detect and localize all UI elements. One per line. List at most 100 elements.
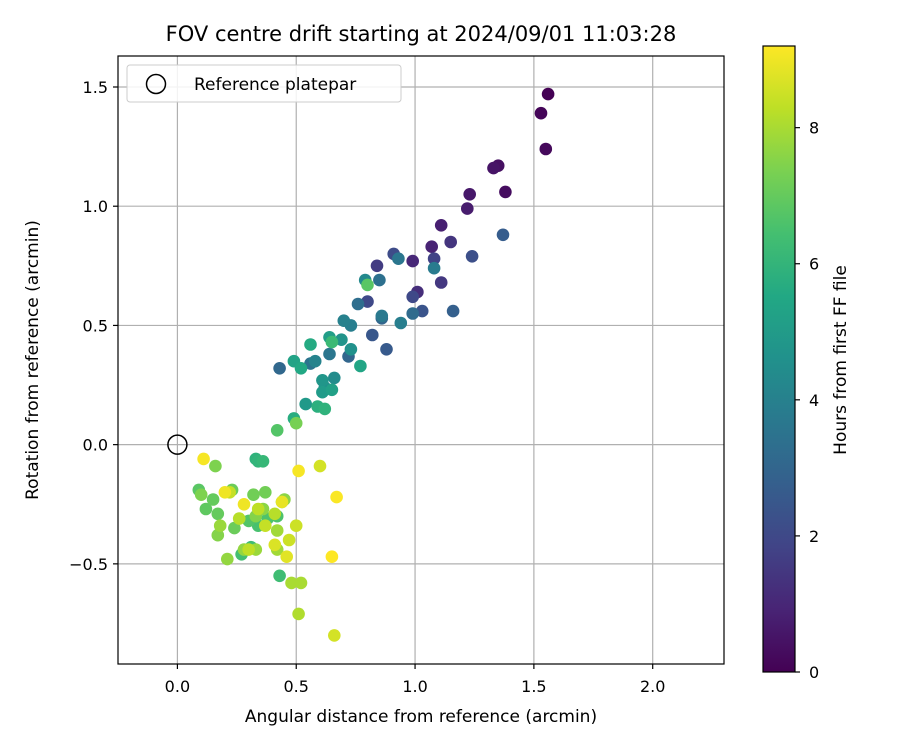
colorbar-tick-label-1: 2 (809, 527, 819, 546)
data-point-20 (415, 304, 429, 318)
data-point-96 (232, 512, 246, 525)
data-point-47 (316, 385, 329, 399)
data-point-27 (273, 362, 286, 375)
data-point-0 (541, 87, 555, 101)
data-point-108 (237, 498, 251, 511)
data-point-15 (427, 252, 441, 265)
x-tick-label-4: 2.0 (640, 677, 665, 696)
data-point-49 (325, 383, 339, 397)
data-point-77 (259, 486, 272, 499)
data-point-79 (289, 416, 303, 430)
y-tick-label-0: −0.5 (69, 555, 108, 574)
x-tick-label-2: 1.0 (402, 677, 427, 696)
data-point-107 (275, 495, 289, 509)
data-point-103 (328, 629, 341, 642)
data-point-1 (534, 106, 548, 120)
data-point-106 (280, 550, 294, 563)
data-point-73 (211, 507, 225, 521)
x-tick-label-3: 1.5 (521, 677, 546, 696)
data-point-75 (228, 521, 241, 535)
data-point-93 (294, 576, 308, 590)
data-point-56 (318, 402, 332, 416)
data-point-39 (308, 354, 322, 368)
data-point-23 (496, 228, 510, 242)
colorbar-ticks: 0 2 4 6 8 (795, 119, 819, 682)
legend-entry-reference: Reference platepar (194, 75, 356, 95)
y-tick-label-3: 1.0 (83, 197, 108, 216)
legend-reference-marker (145, 73, 167, 95)
data-point-80 (209, 459, 222, 473)
data-point-19 (465, 249, 479, 263)
y-tick-label-1: 0.0 (83, 436, 108, 455)
data-point-33 (392, 252, 405, 265)
data-point-37 (394, 316, 408, 330)
data-point-38 (337, 314, 351, 328)
data-point-29 (351, 297, 365, 311)
data-point-5 (487, 161, 500, 175)
chart-title: FOV centre drift starting at 2024/09/01 … (166, 22, 677, 46)
colorbar-tick-label-4: 8 (809, 119, 819, 138)
data-point-71 (199, 502, 213, 516)
data-point-92 (285, 576, 298, 590)
y-tick-label-2: 0.5 (83, 316, 108, 335)
data-point-41 (328, 371, 341, 385)
colorbar-tick-label-0: 0 (809, 663, 819, 682)
data-point-13 (434, 276, 448, 289)
data-point-28 (406, 307, 420, 320)
data-point-90 (270, 524, 284, 537)
data-point-94 (292, 607, 305, 621)
reference-marker (167, 434, 188, 455)
data-point-111 (292, 464, 305, 478)
colorbar-gradient (763, 46, 795, 672)
colorbar-frame (762, 45, 796, 673)
data-point-76 (247, 488, 260, 502)
data-points (192, 87, 555, 642)
data-point-98 (251, 502, 265, 516)
data-point-43 (344, 343, 358, 356)
colorbar-tick-label-3: 6 (809, 255, 819, 274)
data-point-59 (256, 455, 270, 468)
data-point-113 (325, 550, 339, 563)
data-point-30 (373, 273, 386, 287)
data-point-34 (375, 309, 389, 323)
data-point-68 (270, 424, 284, 437)
data-point-16 (406, 290, 420, 304)
y-tick-label-4: 1.5 (83, 78, 108, 97)
data-point-100 (259, 519, 272, 532)
plot-frame (117, 55, 725, 665)
data-point-45 (316, 374, 329, 387)
data-point-22 (380, 343, 393, 356)
data-point-102 (289, 519, 303, 532)
data-point-9 (425, 240, 439, 253)
data-point-60 (325, 335, 339, 349)
data-point-21 (366, 328, 379, 342)
data-point-72 (206, 493, 220, 506)
legend-box (126, 64, 402, 103)
legend: Reference platepar (126, 64, 402, 103)
y-axis-label: Rotation from reference (arcmin) (23, 220, 43, 500)
data-point-101 (282, 533, 296, 547)
data-point-35 (427, 261, 441, 275)
data-point-32 (323, 347, 336, 361)
data-point-52 (294, 362, 308, 375)
reference-marker-group (167, 434, 188, 455)
data-point-104 (313, 459, 327, 473)
data-point-12 (444, 235, 458, 249)
data-point-17 (361, 295, 374, 308)
data-point-112 (330, 490, 343, 504)
colorbar-tick-label-2: 4 (809, 391, 819, 410)
x-tick-label-0: 0.0 (165, 677, 190, 696)
data-point-109 (218, 486, 232, 499)
data-point-7 (461, 202, 474, 215)
data-point-61 (273, 569, 286, 583)
y-axis-ticks: −0.5 0.0 0.5 1.0 1.5 (69, 78, 118, 574)
data-point-10 (406, 254, 420, 268)
data-point-82 (211, 528, 225, 542)
x-axis-ticks: 0.0 0.5 1.0 1.5 2.0 (165, 664, 665, 696)
x-tick-label-1: 0.5 (284, 677, 309, 696)
x-axis-label: Angular distance from reference (arcmin) (245, 707, 597, 727)
data-point-53 (304, 338, 317, 351)
colorbar-label: Hours from first FF file (831, 265, 851, 455)
data-point-97 (242, 543, 255, 556)
